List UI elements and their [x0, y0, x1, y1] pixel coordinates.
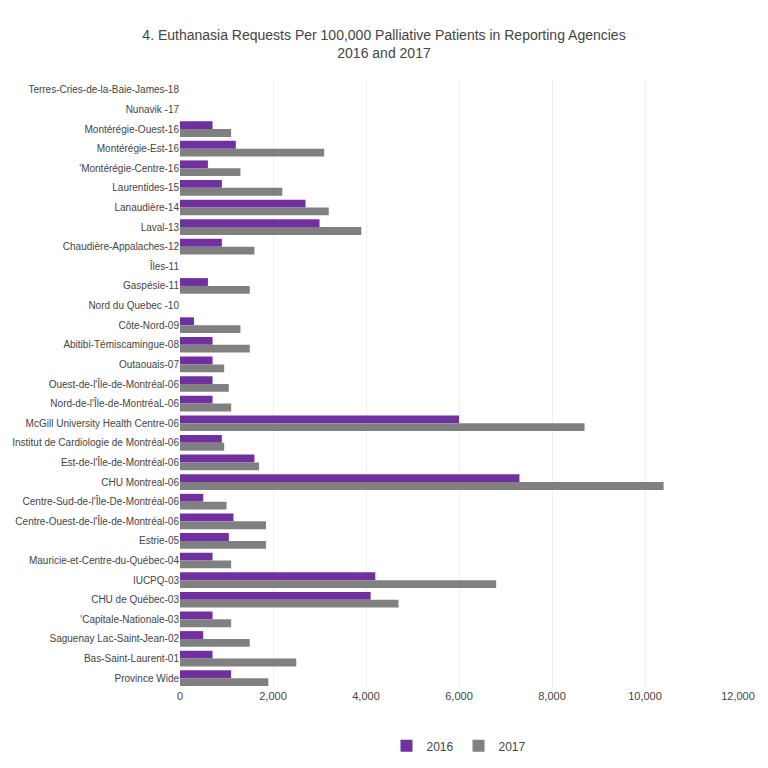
svg-text:8,000: 8,000: [538, 690, 566, 702]
svg-text:Abitibi-Témiscamingue-08: Abitibi-Témiscamingue-08: [63, 339, 179, 350]
svg-text:CHU Montreal-06: CHU Montreal-06: [101, 477, 179, 488]
svg-text:Terres-Cries-de-la-Baie-James-: Terres-Cries-de-la-Baie-James-18: [28, 84, 179, 95]
svg-text:6,000: 6,000: [445, 690, 473, 702]
svg-text:Chaudière-Appalaches-12: Chaudière-Appalaches-12: [63, 241, 180, 252]
svg-text:Province Wide: Province Wide: [115, 673, 180, 684]
svg-text:Laurentides-15: Laurentides-15: [112, 182, 179, 193]
svg-text:Laval-13: Laval-13: [141, 222, 180, 233]
svg-text:Centre-Ouest-de-l'Île-de-Montr: Centre-Ouest-de-l'Île-de-Montréal-06: [15, 515, 179, 527]
svg-text:0: 0: [177, 690, 183, 702]
svg-text:Lanaudière-14: Lanaudière-14: [115, 202, 180, 213]
svg-text:4. Euthanasia Requests Per 100: 4. Euthanasia Requests Per 100,000 Palli…: [142, 27, 625, 61]
svg-text:10,000: 10,000: [628, 690, 662, 702]
svg-text:Mauricie-et-Centre-du-Québec-0: Mauricie-et-Centre-du-Québec-04: [29, 555, 180, 566]
svg-text:Côte-Nord-09: Côte-Nord-09: [118, 320, 179, 331]
svg-text:Est-de-l'Île-de-Montréal-06: Est-de-l'Île-de-Montréal-06: [61, 456, 180, 468]
svg-text:Ouest-de-l'Île-de-Montréal-06: Ouest-de-l'Île-de-Montréal-06: [49, 378, 180, 390]
svg-text:Nord du Quebec -10: Nord du Quebec -10: [88, 300, 179, 311]
svg-text:Îles-11: Îles-11: [149, 260, 180, 272]
svg-text:Centre-Sud-de-l'Île-De-Montréa: Centre-Sud-de-l'Île-De-Montréal-06: [23, 495, 180, 507]
svg-text:McGill University Health Centr: McGill University Health Centre-06: [26, 418, 180, 429]
svg-text:12,000: 12,000: [721, 690, 755, 702]
svg-text:Outaouais-07: Outaouais-07: [119, 359, 179, 370]
svg-text:IUCPQ-03: IUCPQ-03: [133, 575, 180, 586]
svg-text:Montérégie-Ouest-16: Montérégie-Ouest-16: [85, 124, 180, 135]
svg-text:Institut de Cardiologie de Mon: Institut de Cardiologie de Montréal-06: [12, 437, 179, 448]
svg-text:Nord-de-l'Île-de-MontréaL-06: Nord-de-l'Île-de-MontréaL-06: [50, 397, 179, 409]
svg-text:Montérégie-Est-16: Montérégie-Est-16: [97, 143, 180, 154]
svg-text:CHU de Québec-03: CHU de Québec-03: [91, 594, 179, 605]
svg-text:Nunavik -17: Nunavik -17: [126, 104, 180, 115]
svg-text:Estrie-05: Estrie-05: [139, 535, 179, 546]
svg-text:Saguenay Lac-Saint-Jean-02: Saguenay Lac-Saint-Jean-02: [49, 633, 179, 644]
svg-text:2,000: 2,000: [259, 690, 287, 702]
svg-text:'Capitale-Nationale-03: 'Capitale-Nationale-03: [80, 614, 179, 625]
svg-text:Bas-Saint-Laurent-01: Bas-Saint-Laurent-01: [84, 653, 179, 664]
svg-text:2017: 2017: [499, 740, 526, 754]
svg-text:4,000: 4,000: [352, 690, 380, 702]
svg-text:'Montérégie-Centre-16: 'Montérégie-Centre-16: [79, 163, 179, 174]
svg-text:2016: 2016: [427, 740, 454, 754]
svg-text:Gaspésie-11: Gaspésie-11: [123, 280, 179, 291]
